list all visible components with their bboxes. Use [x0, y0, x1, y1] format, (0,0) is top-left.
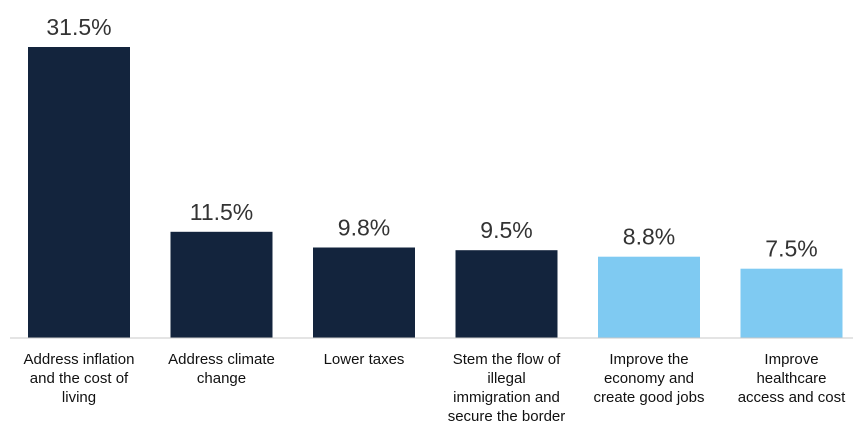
category-label-6-line-2: healthcare	[756, 370, 826, 387]
value-label-6: 7.5%	[765, 236, 817, 262]
category-label-1: Address inflation and the cost of living	[24, 351, 135, 406]
category-label-5-line-1: Improve the	[609, 351, 688, 368]
category-labels-group: Address inflation and the cost of livingAd…	[24, 351, 847, 425]
category-label-4-line-2: illegal	[487, 370, 525, 387]
category-label-1-line-3: living	[62, 389, 96, 406]
category-label-6-line-1: Improve	[764, 351, 818, 368]
category-label-1-line-1: Address inflation	[24, 351, 135, 368]
bar-1	[28, 47, 130, 338]
bar-3	[313, 247, 415, 338]
bar-2	[170, 231, 273, 338]
category-label-5-line-2: economy and	[604, 370, 694, 387]
value-label-5: 8.8%	[623, 224, 675, 250]
value-label-4: 9.5%	[480, 217, 532, 243]
category-label-3-line-1: Lower taxes	[324, 351, 405, 368]
category-label-4-line-4: secure the border	[448, 408, 566, 425]
value-label-1: 31.5%	[46, 14, 111, 40]
category-label-2-line-2: change	[197, 370, 246, 387]
category-label-2: Address climate change	[168, 351, 275, 387]
bar-4	[455, 250, 558, 338]
category-label-2-line-1: Address climate	[168, 351, 275, 368]
value-label-3: 9.8%	[338, 215, 390, 241]
category-label-4-line-3: immigration and	[453, 389, 560, 406]
category-label-1-line-2: and the cost of	[30, 370, 129, 387]
category-label-4-line-1: Stem the flow of	[453, 351, 561, 368]
category-label-6: Improve healthcare access and cost	[738, 351, 846, 406]
category-label-5: Improve the economy and create good jobs	[594, 351, 705, 406]
value-labels-group: 31.5% 11.5% 9.8% 9.5% 8.8% 7.5%	[46, 14, 817, 262]
category-label-4: Stem the flow of illegal immigration and se…	[448, 351, 566, 425]
bar-6	[740, 268, 843, 338]
category-label-6-line-3: access and cost	[738, 389, 846, 406]
category-label-3: Lower taxes	[324, 351, 405, 368]
category-label-5-line-3: create good jobs	[594, 389, 705, 406]
bars-group	[28, 47, 843, 338]
value-label-2: 11.5%	[190, 199, 254, 225]
bar-5	[598, 256, 700, 338]
